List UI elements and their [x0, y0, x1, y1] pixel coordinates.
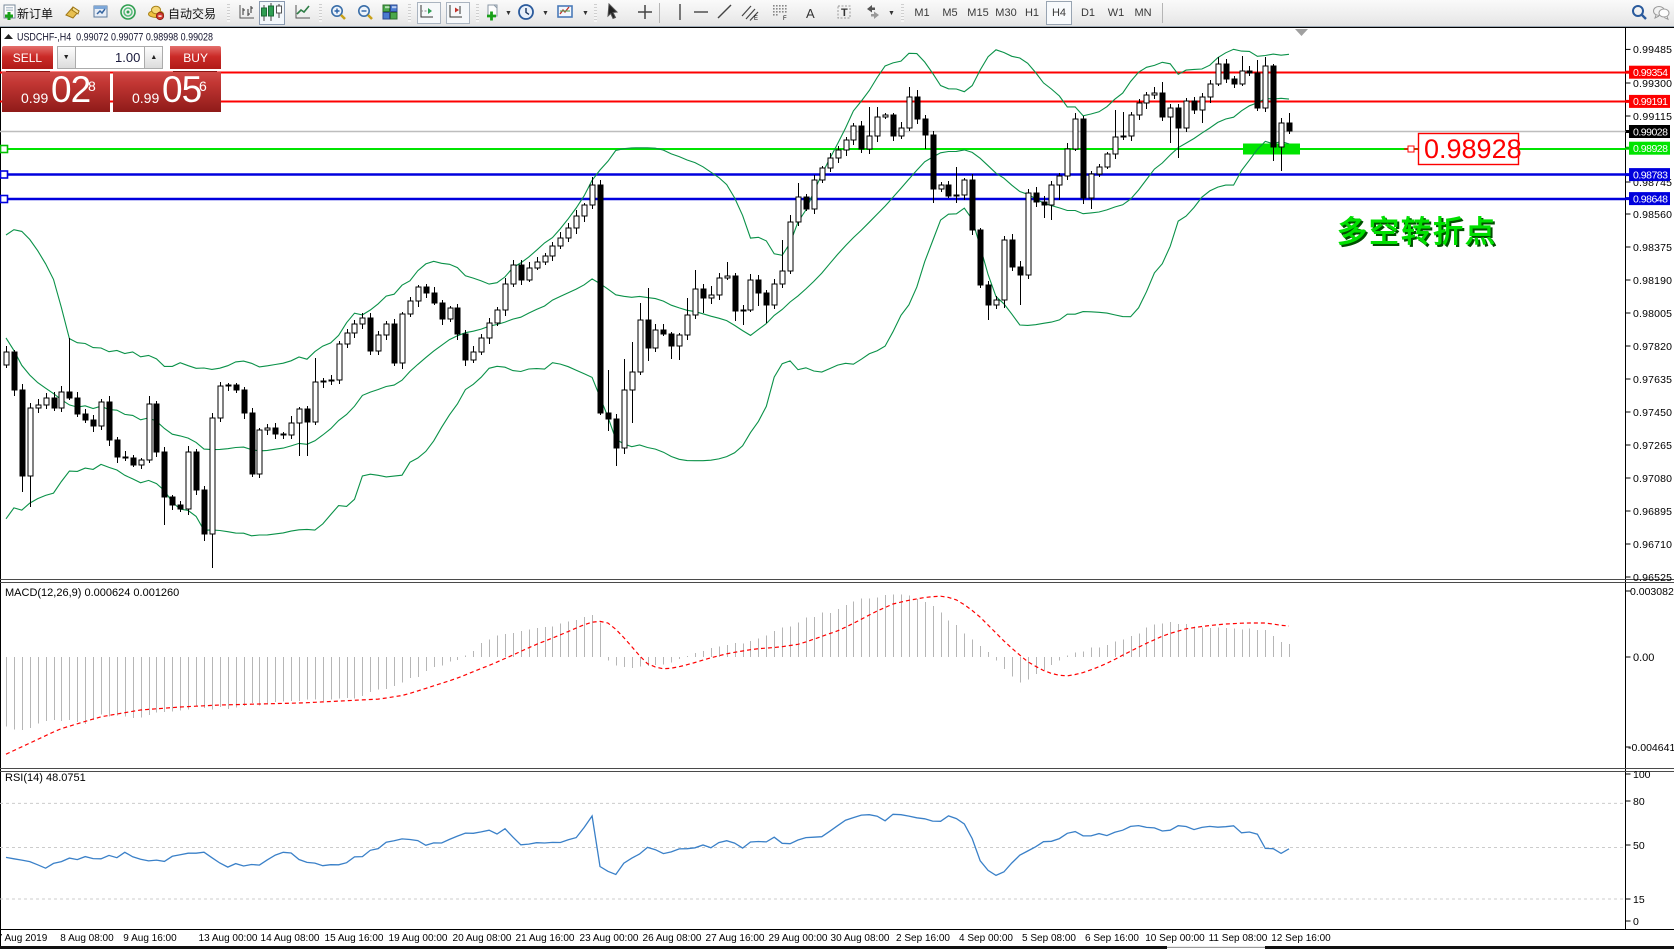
svg-text:0.00: 0.00: [1633, 652, 1654, 664]
svg-text:RSI(14) 48.0751: RSI(14) 48.0751: [5, 772, 86, 784]
svg-text:27 Aug 16:00: 27 Aug 16:00: [706, 933, 765, 944]
svg-text:0: 0: [1633, 916, 1639, 928]
svg-text:30 Aug 08:00: 30 Aug 08:00: [831, 933, 890, 944]
svg-text:多空转折点: 多空转折点: [1339, 218, 1499, 251]
svg-text:26 Aug 08:00: 26 Aug 08:00: [643, 933, 702, 944]
svg-text:8 Aug 08:00: 8 Aug 08:00: [60, 933, 114, 944]
svg-text:2 Sep 16:00: 2 Sep 16:00: [896, 933, 950, 944]
svg-text:0.003082: 0.003082: [1630, 586, 1674, 598]
svg-text:6 Sep 16:00: 6 Sep 16:00: [1085, 933, 1139, 944]
svg-text:10 Sep 00:00: 10 Sep 00:00: [1145, 933, 1205, 944]
svg-text:0.97450: 0.97450: [1633, 407, 1672, 419]
svg-text:19 Aug 00:00: 19 Aug 00:00: [389, 933, 448, 944]
svg-text:F: F: [783, 16, 787, 21]
svg-text:23 Aug 00:00: 23 Aug 00:00: [580, 933, 639, 944]
svg-text:T: T: [841, 7, 848, 19]
svg-text:80: 80: [1633, 796, 1645, 808]
svg-text:50: 50: [1633, 840, 1645, 852]
svg-text:0.96895: 0.96895: [1633, 506, 1672, 518]
svg-text:100: 100: [1633, 769, 1651, 781]
svg-text:0.96710: 0.96710: [1633, 539, 1672, 551]
svg-text:0.98648: 0.98648: [1633, 193, 1668, 205]
svg-text:0.99354: 0.99354: [1633, 67, 1668, 79]
svg-text:多空转折点: 多空转折点: [1337, 216, 1497, 249]
svg-text:15 Aug 16:00: 15 Aug 16:00: [325, 933, 384, 944]
svg-text:5 Sep 08:00: 5 Sep 08:00: [1022, 933, 1076, 944]
svg-text:USDCHF-,H4 0.99072 0.99077 0.: USDCHF-,H4 0.99072 0.99077 0.98998 0.990…: [17, 32, 213, 44]
svg-text:0.97265: 0.97265: [1633, 440, 1672, 452]
svg-text:0.98560: 0.98560: [1633, 209, 1672, 221]
svg-text:0.98190: 0.98190: [1633, 275, 1672, 287]
svg-text:7 Aug 2019: 7 Aug 2019: [0, 933, 48, 944]
svg-text:0.99485: 0.99485: [1633, 44, 1672, 56]
svg-text:9 Aug 16:00: 9 Aug 16:00: [123, 933, 177, 944]
svg-text:0.97080: 0.97080: [1633, 473, 1672, 485]
svg-text:0.96525: 0.96525: [1633, 572, 1672, 584]
svg-text:0.99191: 0.99191: [1633, 96, 1668, 108]
svg-text:0.99115: 0.99115: [1633, 111, 1672, 123]
svg-text:0.98928: 0.98928: [1633, 143, 1668, 155]
svg-text:12 Sep 16:00: 12 Sep 16:00: [1271, 933, 1331, 944]
svg-text:0.97820: 0.97820: [1633, 341, 1672, 353]
svg-text:0.99300: 0.99300: [1633, 78, 1672, 90]
svg-text:E: E: [754, 16, 758, 21]
svg-text:0.98783: 0.98783: [1633, 169, 1668, 181]
svg-text:15: 15: [1633, 894, 1645, 906]
svg-text:4 Sep 00:00: 4 Sep 00:00: [959, 933, 1013, 944]
svg-text:29 Aug 00:00: 29 Aug 00:00: [769, 933, 828, 944]
svg-text:0.97635: 0.97635: [1633, 374, 1672, 386]
svg-text:21 Aug 16:00: 21 Aug 16:00: [516, 933, 575, 944]
svg-text:0.98005: 0.98005: [1633, 308, 1672, 320]
svg-text:14 Aug 08:00: 14 Aug 08:00: [261, 933, 320, 944]
svg-text:0.98928: 0.98928: [1424, 134, 1522, 164]
svg-text:20 Aug 08:00: 20 Aug 08:00: [453, 933, 512, 944]
svg-text:-0.004641: -0.004641: [1628, 742, 1674, 754]
svg-text:0.98375: 0.98375: [1633, 242, 1672, 254]
svg-text:11 Sep 08:00: 11 Sep 08:00: [1209, 933, 1268, 944]
svg-text:MACD(12,26,9) 0.000624 0.00126: MACD(12,26,9) 0.000624 0.001260: [5, 587, 179, 599]
svg-text:0.99028: 0.99028: [1633, 126, 1668, 138]
svg-text:13 Aug 00:00: 13 Aug 00:00: [199, 933, 258, 944]
